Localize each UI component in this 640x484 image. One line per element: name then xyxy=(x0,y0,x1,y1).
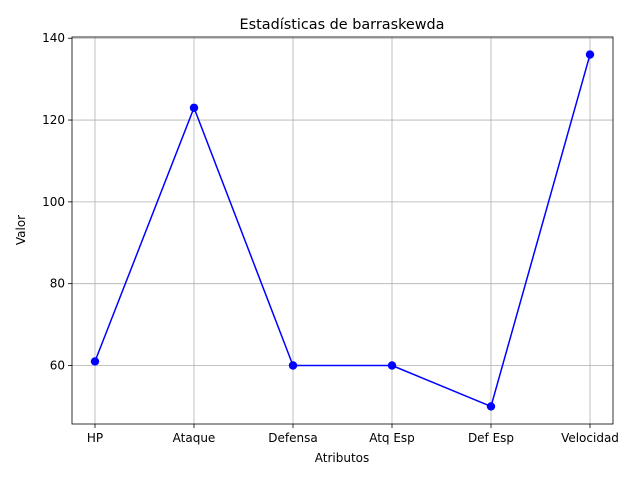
y-tick-label: 60 xyxy=(50,359,65,373)
x-tick-label: Def Esp xyxy=(468,431,514,445)
axes-layer xyxy=(71,36,614,425)
y-tick-label: 100 xyxy=(42,195,65,209)
x-tick-label: Velocidad xyxy=(561,431,619,445)
x-tick-label: Defensa xyxy=(268,431,317,445)
x-axis-label: Atributos xyxy=(315,451,370,465)
series-layer xyxy=(90,50,595,411)
chart-title: Estadísticas de barraskewda xyxy=(240,17,445,33)
data-point xyxy=(90,357,100,366)
y-tick-label: 140 xyxy=(42,31,65,45)
data-point xyxy=(288,361,298,370)
y-tick-label: 120 xyxy=(42,113,65,127)
y-tick-label: 80 xyxy=(50,277,65,291)
data-point xyxy=(585,50,595,59)
x-tick-label: HP xyxy=(87,431,103,445)
data-point xyxy=(486,402,496,411)
data-point xyxy=(189,103,199,112)
y-axis-label: Valor xyxy=(14,215,28,245)
series-line xyxy=(94,54,591,408)
data-point xyxy=(387,361,397,370)
x-tick-label: Atq Esp xyxy=(369,431,415,445)
grid-layer xyxy=(72,37,613,424)
plot-frame xyxy=(71,36,614,425)
ticks-layer: HP Ataque Defensa Atq Esp Def Esp Velocidad 60… xyxy=(42,31,619,445)
x-tick-label: Ataque xyxy=(173,431,216,445)
